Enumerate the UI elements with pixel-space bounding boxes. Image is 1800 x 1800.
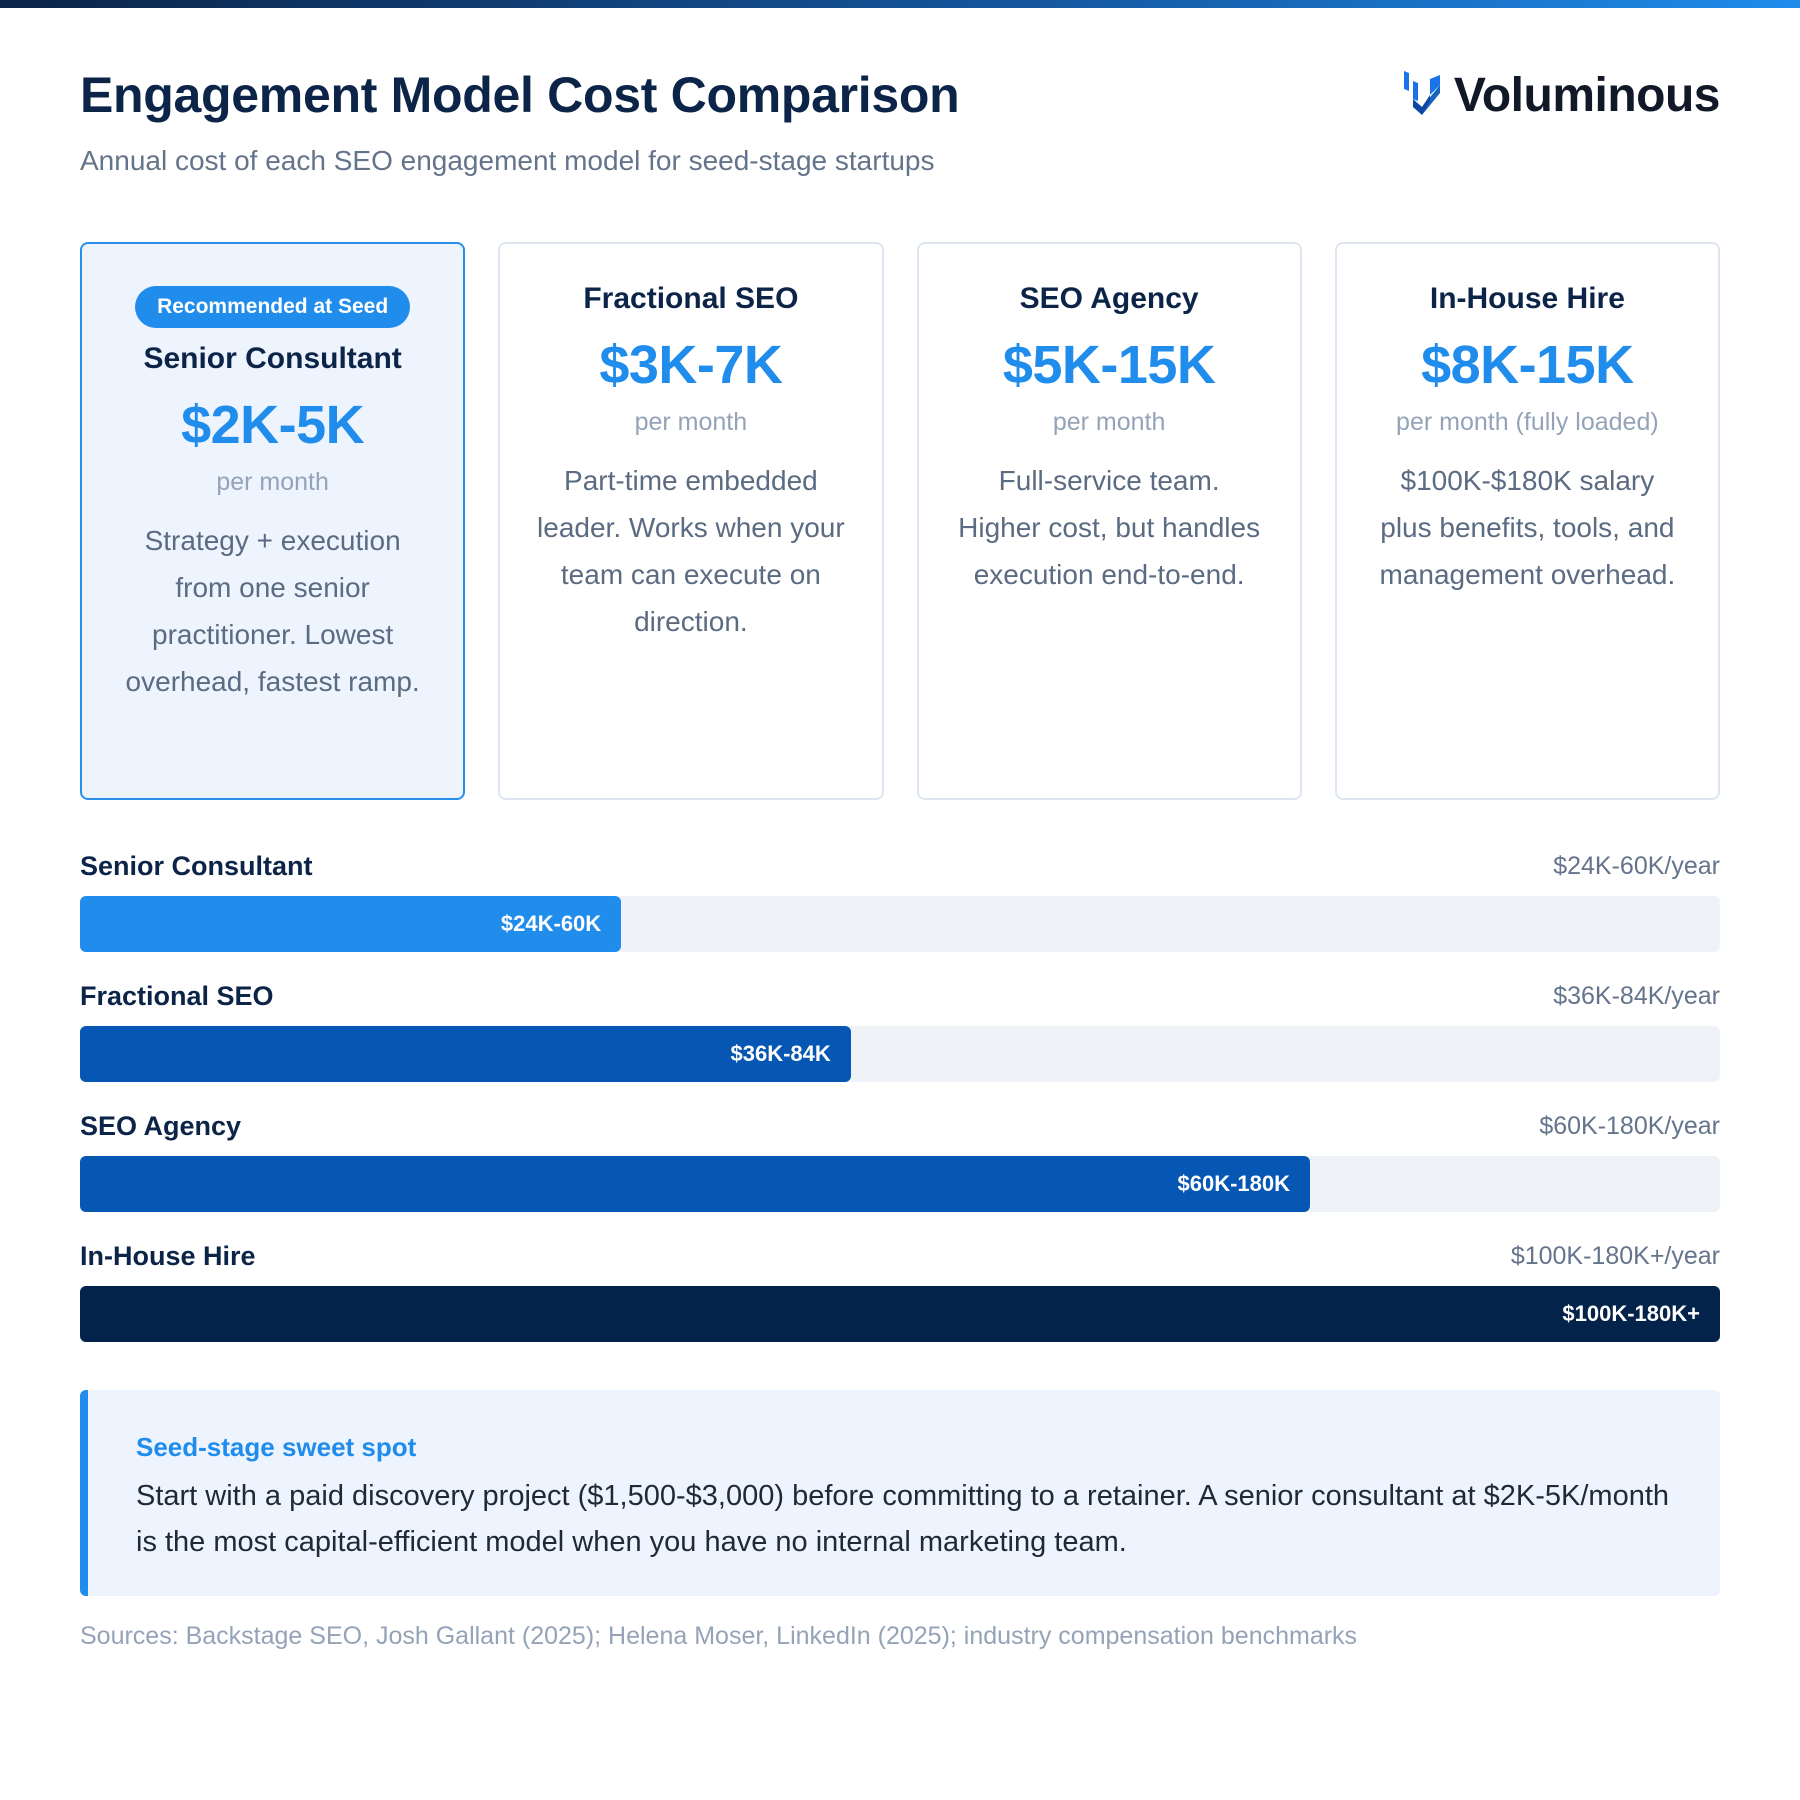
card-price: $8K-15K bbox=[1421, 335, 1634, 395]
bar-track: $60K-180K bbox=[80, 1156, 1720, 1212]
card-unit: per month bbox=[1052, 408, 1166, 436]
bar-track: $36K-84K bbox=[80, 1026, 1720, 1082]
bar-category-label: In-House Hire bbox=[80, 1240, 256, 1271]
bar-fill: $100K-180K+ bbox=[80, 1286, 1720, 1342]
annual-cost-bar-chart: Senior Consultant $24K-60K/year $24K-60K… bbox=[80, 846, 1720, 1366]
sources-footnote: Sources: Backstage SEO, Josh Gallant (20… bbox=[80, 1622, 1358, 1650]
card-description: Full-service team. Higher cost, but hand… bbox=[958, 465, 1261, 590]
card-description: Part-time embedded leader. Works when yo… bbox=[537, 465, 845, 637]
bar-track: $100K-180K+ bbox=[80, 1286, 1720, 1342]
card-title: In-House Hire bbox=[1429, 282, 1625, 315]
callout-text: Start with a paid discovery project ($1,… bbox=[136, 1480, 1670, 1558]
bar-row-fractional-seo: Fractional SEO $36K-84K/year $36K-84K bbox=[80, 976, 1720, 1106]
page-subtitle: Annual cost of each SEO engagement model… bbox=[80, 145, 935, 176]
card-price: $5K-15K bbox=[1002, 335, 1216, 395]
bar-track: $24K-60K bbox=[80, 896, 1720, 952]
bar-category-label: Senior Consultant bbox=[80, 850, 313, 881]
card-senior-consultant: Recommended at Seed Senior Consultant $2… bbox=[80, 242, 466, 800]
pricing-cards: Recommended at Seed Senior Consultant $2… bbox=[80, 242, 1720, 800]
recommended-badge: Recommended at Seed bbox=[135, 286, 411, 328]
bar-row-in-house-hire: In-House Hire $100K-180K+/year $100K-180… bbox=[80, 1236, 1720, 1366]
bar-row-senior-consultant: Senior Consultant $24K-60K/year $24K-60K bbox=[80, 846, 1720, 976]
bar-category-label: Fractional SEO bbox=[80, 980, 274, 1011]
card-title: SEO Agency bbox=[1019, 282, 1199, 315]
bar-fill: $24K-60K bbox=[80, 896, 622, 952]
bar-annual-value: $24K-60K/year bbox=[1553, 851, 1720, 880]
bar-value-label: $24K-60K bbox=[500, 911, 602, 936]
card-title: Senior Consultant bbox=[143, 342, 402, 375]
bar-value-label: $100K-180K+ bbox=[1562, 1301, 1700, 1326]
card-description: $100K-$180K salary plus benefits, tools,… bbox=[1379, 465, 1676, 590]
bar-annual-value: $36K-84K/year bbox=[1553, 981, 1720, 1010]
card-fractional-seo: Fractional SEO $3K-7K per month Part-tim… bbox=[498, 242, 884, 800]
card-unit: per month bbox=[216, 468, 329, 496]
bar-category-label: SEO Agency bbox=[80, 1110, 242, 1141]
page-title: Engagement Model Cost Comparison bbox=[80, 67, 960, 123]
card-price: $2K-5K bbox=[181, 395, 365, 455]
bar-annual-value: $100K-180K+/year bbox=[1510, 1241, 1720, 1270]
bar-value-label: $60K-180K bbox=[1177, 1171, 1290, 1196]
top-accent-bar bbox=[0, 0, 1800, 8]
bar-row-seo-agency: SEO Agency $60K-180K/year $60K-180K bbox=[80, 1106, 1720, 1236]
bar-value-label: $36K-84K bbox=[730, 1041, 831, 1066]
voluminous-logo-icon bbox=[1403, 71, 1440, 120]
bar-fill: $36K-84K bbox=[80, 1026, 851, 1082]
card-description: Strategy + execution from one senior pra… bbox=[125, 525, 420, 697]
card-price: $3K-7K bbox=[599, 335, 783, 395]
card-unit: per month (fully loaded) bbox=[1396, 408, 1659, 436]
card-unit: per month bbox=[634, 408, 748, 436]
brand-name: Voluminous bbox=[1453, 69, 1721, 122]
card-seo-agency: SEO Agency $5K-15K per month Full-servic… bbox=[916, 242, 1302, 800]
card-in-house-hire: In-House Hire $8K-15K per month (fully l… bbox=[1334, 242, 1720, 800]
seed-stage-callout: Seed-stage sweet spot Start with a paid … bbox=[80, 1390, 1720, 1596]
card-title: Fractional SEO bbox=[583, 282, 799, 315]
brand-logo: Voluminous bbox=[1403, 68, 1721, 123]
bar-fill: $60K-180K bbox=[80, 1156, 1310, 1212]
bar-annual-value: $60K-180K/year bbox=[1539, 1111, 1720, 1140]
callout-title: Seed-stage sweet spot bbox=[136, 1432, 417, 1462]
